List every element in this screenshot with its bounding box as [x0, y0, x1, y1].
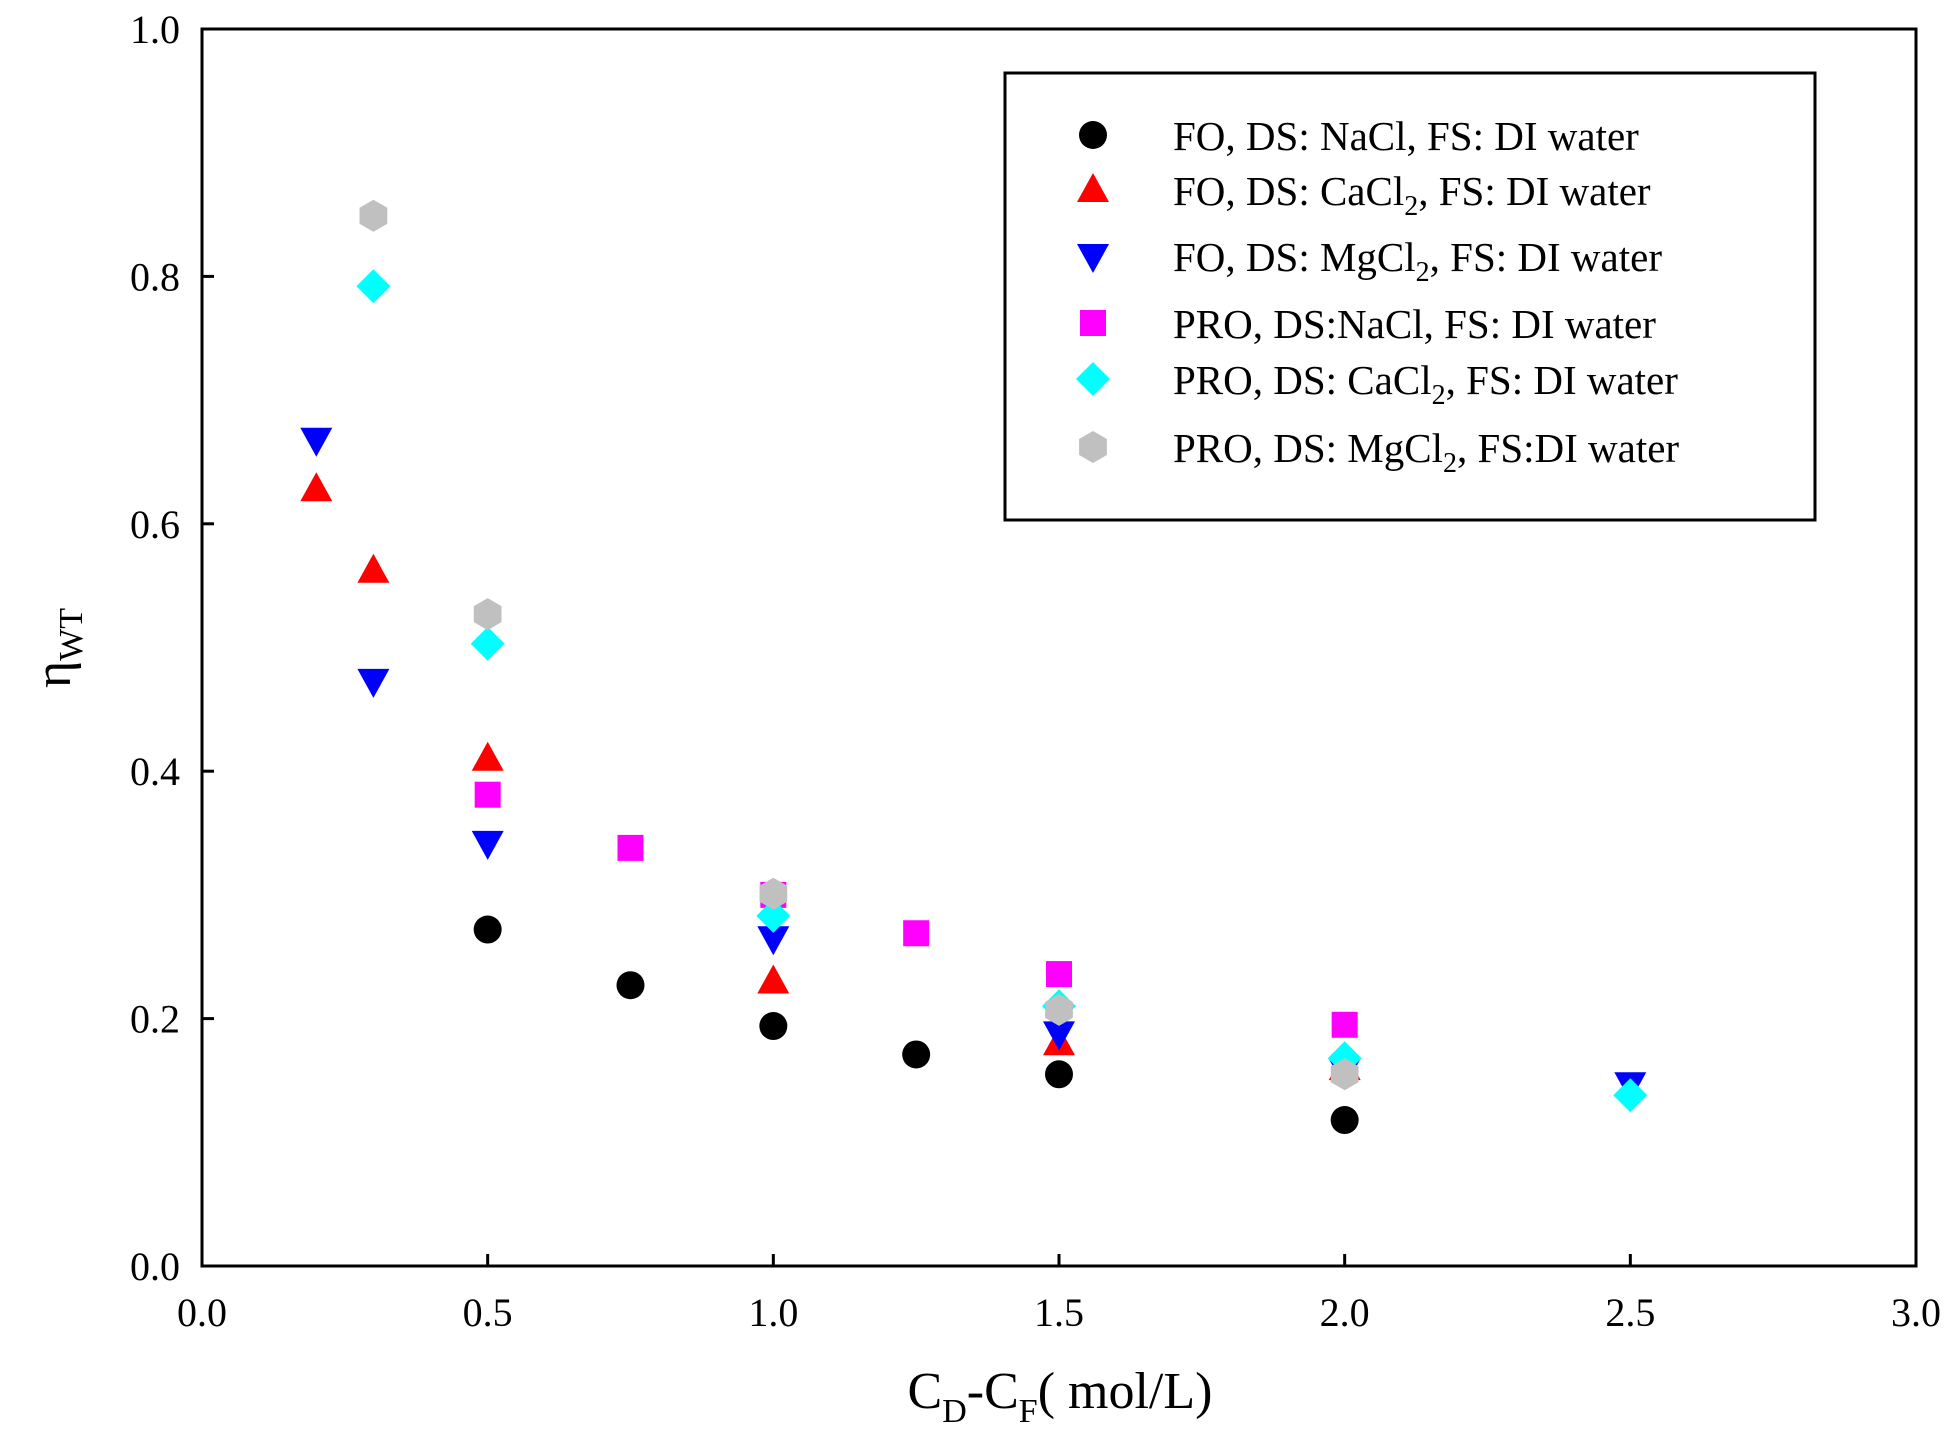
y-tick-label: 0.8: [130, 254, 180, 299]
legend-label-main: FO, DS: MgCl: [1173, 234, 1416, 280]
data-point: [356, 269, 391, 304]
data-point: [1613, 1078, 1648, 1113]
data-point: [617, 834, 644, 861]
y-axis-title-main: η: [25, 661, 82, 688]
data-point: [357, 668, 390, 698]
legend-label: FO, DS: NaCl, FS: DI water: [1173, 113, 1639, 159]
y-axis-title-sub: WT: [53, 608, 90, 661]
legend-item: PRO, DS: MgCl2, FS:DI water: [1079, 425, 1679, 479]
y-tick-label: 0.2: [130, 997, 180, 1042]
data-point: [757, 964, 790, 994]
data-point: [474, 781, 501, 808]
legend-marker: [1079, 121, 1107, 149]
legend-label: PRO, DS: MgCl2, FS:DI water: [1173, 425, 1679, 479]
legend-label: PRO, DS:NaCl, FS: DI water: [1173, 301, 1656, 347]
y-axis-title: ηWT: [25, 608, 90, 688]
legend-marker: [1079, 431, 1107, 463]
y-tick-label: 1.0: [130, 7, 180, 52]
y-axis: 0.0 0.2 0.4 0.6 0.8 1.0: [130, 7, 214, 1289]
legend-label: PRO, DS: CaCl2, FS: DI water: [1173, 357, 1678, 411]
data-point: [300, 472, 333, 502]
legend-label-sub: 2: [1432, 380, 1446, 411]
legend-item: PRO, DS: CaCl2, FS: DI water: [1076, 357, 1678, 411]
data-point: [756, 898, 791, 933]
legend-label-sub: 2: [1404, 191, 1418, 222]
legend-item: FO, DS: CaCl2, FS: DI water: [1077, 168, 1651, 222]
legend-item: PRO, DS:NaCl, FS: DI water: [1080, 301, 1656, 347]
data-point: [1045, 993, 1073, 1026]
data-point: [903, 920, 930, 947]
data-point: [757, 926, 790, 956]
data-point: [473, 915, 502, 944]
data-point: [759, 877, 788, 910]
legend-box: [1003, 71, 1817, 522]
legend-label-tail: , FS: DI water: [1418, 168, 1651, 214]
legend-label-tail: , FS:DI water: [1457, 425, 1679, 471]
y-tick-label: 0.6: [130, 502, 180, 547]
x-axis: 0.0 0.5 1.0 1.5 2.0 2.5 3.0: [177, 1254, 1941, 1335]
data-points: [300, 199, 1648, 1135]
legend-label: FO, DS: CaCl2, FS: DI water: [1173, 168, 1651, 222]
data-point: [471, 741, 504, 771]
data-point: [1330, 1058, 1359, 1091]
legend-label-tail: , FS: DI water: [1446, 357, 1679, 403]
data-point: [473, 598, 502, 631]
legend-label-sub: 2: [1443, 448, 1457, 479]
legend-label-tail: , FS: DI water: [1430, 234, 1663, 280]
series-5: [359, 199, 1359, 1091]
x-tick-label: 1.5: [1034, 1290, 1084, 1335]
x-axis-title: CD-CF( mol/L): [908, 1363, 1213, 1430]
data-point: [357, 553, 390, 583]
y-tick-label: 0.0: [130, 1244, 180, 1289]
series-0: [473, 915, 1359, 1135]
data-point: [359, 199, 388, 232]
data-point: [471, 830, 504, 860]
legend-label: FO, DS: MgCl2, FS: DI water: [1173, 234, 1662, 288]
legend-marker: [1080, 310, 1106, 336]
legend-marker: [1077, 173, 1109, 202]
x-tick-label: 1.0: [748, 1290, 798, 1335]
legend-marker: [1076, 362, 1110, 396]
data-point: [1046, 961, 1072, 988]
data-point: [1331, 1011, 1358, 1038]
legend-label-main: FO, DS: NaCl, FS: DI water: [1173, 113, 1639, 159]
x-axis-title-mid: -C: [967, 1363, 1019, 1420]
x-tick-label: 2.5: [1605, 1290, 1655, 1335]
data-point: [616, 971, 645, 1000]
x-tick-label: 0.0: [177, 1290, 227, 1335]
legend-label-main: FO, DS: CaCl: [1173, 168, 1404, 214]
legend-item: FO, DS: NaCl, FS: DI water: [1079, 113, 1639, 159]
legend-label-main: PRO, DS: CaCl: [1173, 357, 1432, 403]
x-axis-title-sub2: F: [1019, 1393, 1038, 1430]
x-axis-title-main: C: [908, 1363, 943, 1420]
x-tick-label: 3.0: [1891, 1290, 1941, 1335]
data-point: [902, 1040, 931, 1069]
legend-marker: [1077, 244, 1109, 273]
x-axis-title-sub1: D: [942, 1393, 967, 1430]
x-tick-label: 2.0: [1320, 1290, 1370, 1335]
x-axis-title-tail: ( mol/L): [1038, 1363, 1213, 1420]
legend-label-main: PRO, DS: MgCl: [1173, 425, 1443, 471]
data-point: [759, 1012, 788, 1041]
legend-item: FO, DS: MgCl2, FS: DI water: [1077, 234, 1662, 288]
data-point: [1045, 1060, 1073, 1089]
data-point: [1330, 1106, 1359, 1135]
x-tick-label: 0.5: [463, 1290, 513, 1335]
data-point: [470, 626, 505, 661]
y-tick-label: 0.4: [130, 749, 180, 794]
data-point: [300, 427, 333, 457]
legend-label-main: PRO, DS:NaCl, FS: DI water: [1173, 301, 1656, 347]
data-point: [1043, 1021, 1075, 1051]
series-4: [356, 269, 1648, 1113]
legend-label-sub: 2: [1416, 257, 1430, 288]
